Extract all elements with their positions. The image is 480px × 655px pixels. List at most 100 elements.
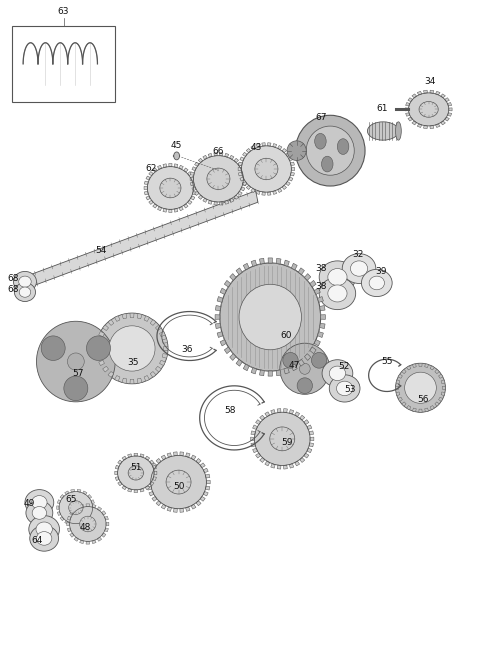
Polygon shape	[214, 202, 217, 205]
Polygon shape	[271, 464, 275, 468]
Ellipse shape	[26, 501, 53, 525]
Polygon shape	[251, 443, 255, 447]
Polygon shape	[240, 167, 245, 171]
Polygon shape	[122, 456, 126, 460]
Ellipse shape	[329, 366, 346, 381]
Polygon shape	[425, 364, 429, 367]
Ellipse shape	[369, 276, 384, 290]
Polygon shape	[71, 523, 74, 526]
Polygon shape	[225, 200, 228, 204]
Polygon shape	[198, 195, 203, 199]
Polygon shape	[277, 465, 281, 469]
Polygon shape	[97, 537, 102, 541]
Text: 66: 66	[213, 147, 224, 157]
Ellipse shape	[59, 491, 93, 524]
Polygon shape	[430, 126, 434, 128]
Polygon shape	[204, 491, 208, 496]
Ellipse shape	[160, 178, 181, 198]
Polygon shape	[140, 489, 144, 492]
Polygon shape	[304, 354, 311, 360]
Polygon shape	[412, 408, 416, 412]
Text: 68: 68	[7, 274, 19, 283]
Polygon shape	[284, 465, 288, 469]
Polygon shape	[288, 177, 293, 181]
Polygon shape	[419, 364, 422, 366]
Ellipse shape	[405, 372, 436, 403]
Polygon shape	[447, 103, 452, 106]
Polygon shape	[130, 313, 134, 318]
Polygon shape	[83, 491, 87, 495]
Polygon shape	[242, 153, 247, 157]
Polygon shape	[162, 354, 168, 358]
Polygon shape	[402, 369, 406, 373]
Text: 54: 54	[95, 246, 107, 255]
Ellipse shape	[36, 322, 115, 402]
Polygon shape	[435, 124, 440, 128]
Polygon shape	[186, 453, 190, 457]
Polygon shape	[180, 508, 184, 512]
Ellipse shape	[300, 364, 310, 374]
Text: 48: 48	[80, 523, 91, 533]
Polygon shape	[144, 187, 147, 189]
Polygon shape	[441, 380, 445, 384]
Polygon shape	[60, 517, 64, 521]
Polygon shape	[252, 425, 257, 430]
Polygon shape	[154, 471, 157, 475]
Polygon shape	[208, 153, 212, 157]
Polygon shape	[439, 374, 443, 379]
Polygon shape	[204, 468, 208, 473]
Text: 56: 56	[418, 395, 429, 404]
Bar	[12, 26, 115, 102]
Polygon shape	[150, 371, 156, 377]
Polygon shape	[74, 537, 78, 541]
Polygon shape	[441, 392, 445, 396]
Polygon shape	[252, 448, 257, 453]
Text: 51: 51	[130, 463, 142, 472]
Polygon shape	[144, 191, 148, 195]
Polygon shape	[184, 204, 188, 208]
Polygon shape	[234, 195, 239, 199]
Polygon shape	[439, 397, 443, 402]
Ellipse shape	[270, 427, 295, 451]
Text: 55: 55	[381, 357, 393, 366]
Text: 38: 38	[315, 264, 326, 273]
Polygon shape	[220, 288, 226, 294]
Circle shape	[337, 139, 349, 155]
Polygon shape	[307, 448, 312, 453]
Polygon shape	[157, 165, 162, 170]
Polygon shape	[291, 364, 297, 371]
Polygon shape	[193, 187, 197, 189]
Polygon shape	[444, 98, 449, 102]
Polygon shape	[167, 507, 171, 512]
Text: 52: 52	[338, 362, 349, 371]
Polygon shape	[260, 458, 265, 462]
Text: 68: 68	[7, 285, 19, 294]
Ellipse shape	[29, 515, 60, 543]
Polygon shape	[268, 371, 273, 376]
Ellipse shape	[328, 285, 347, 302]
Polygon shape	[103, 366, 108, 372]
Polygon shape	[277, 145, 282, 149]
Polygon shape	[273, 143, 276, 147]
Polygon shape	[192, 181, 196, 185]
Polygon shape	[216, 305, 221, 310]
Polygon shape	[191, 504, 196, 509]
Polygon shape	[191, 196, 195, 200]
Polygon shape	[412, 364, 416, 367]
Polygon shape	[80, 540, 84, 544]
Polygon shape	[417, 91, 422, 95]
Ellipse shape	[319, 277, 356, 310]
Ellipse shape	[280, 343, 330, 394]
Polygon shape	[289, 464, 294, 468]
Ellipse shape	[419, 102, 438, 117]
Polygon shape	[398, 374, 402, 379]
Ellipse shape	[287, 141, 306, 160]
Text: 47: 47	[288, 361, 300, 370]
Ellipse shape	[283, 352, 298, 368]
Polygon shape	[260, 415, 265, 420]
Polygon shape	[304, 453, 309, 458]
Polygon shape	[267, 192, 271, 195]
Text: 64: 64	[32, 536, 43, 545]
Ellipse shape	[36, 532, 52, 545]
Polygon shape	[118, 481, 122, 486]
